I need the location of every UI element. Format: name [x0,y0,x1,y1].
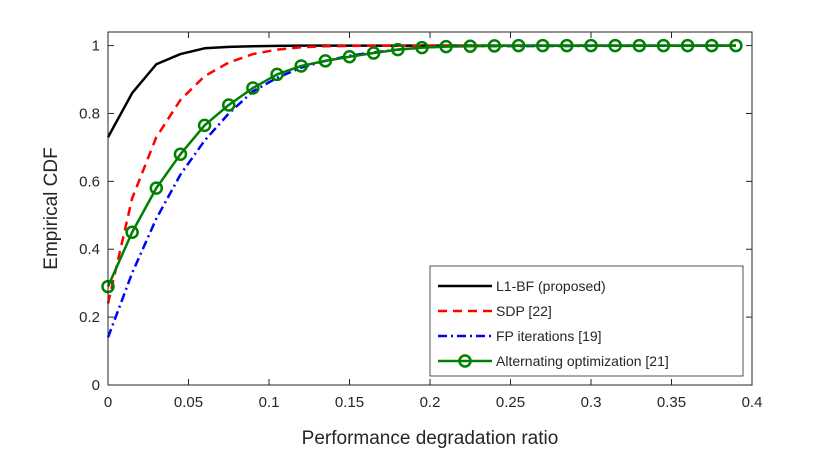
x-tick-label: 0 [104,394,112,411]
data-point-alternating-optimization-21 [560,38,574,53]
legend-label-l1-bf: L1-BF (proposed) [496,278,606,294]
y-tick-label: 0.4 [79,241,100,258]
legend-label-alternating-optimization: Alternating optimization [21] [496,353,669,369]
legend-label-fp-iterations: FP iterations [19] [496,328,602,344]
data-point-alternating-optimization-21 [632,38,647,53]
legend-box [429,265,744,377]
y-tick-label: 0.8 [79,105,100,122]
y-tick-label: 0.2 [79,309,100,326]
legend-entry-fp-iterations: FP iterations [19] [438,328,602,344]
data-point-alternating-optimization-21 [439,39,453,54]
data-point-alternating-optimization-21 [729,38,743,53]
legend-entry-sdp: SDP [22] [438,303,552,319]
data-point-alternating-optimization-21 [487,39,502,53]
data-point-alternating-optimization-21 [584,38,598,53]
data-point-alternating-optimization-21 [197,118,212,133]
data-point-alternating-optimization-21 [463,39,477,54]
data-point-alternating-optimization-21 [222,98,236,112]
x-tick-label: 0.2 [420,394,441,411]
series-line-alternating-optimization-21 [106,44,736,288]
data-point-alternating-optimization-21 [270,67,284,82]
x-tick-label: 0.05 [174,394,203,411]
legend-entry-alternating-optimization: Alternating optimization [21] [438,353,669,369]
data-point-alternating-optimization-21 [656,38,671,53]
data-point-alternating-optimization-21 [294,59,308,73]
data-point-alternating-optimization-21 [246,81,260,95]
x-tick-label: 0.4 [742,394,763,411]
y-axis: 0 0.2 0.4 0.6 0.8 1 [79,38,752,394]
y-tick-label: 1 [92,38,100,55]
legend-marker-alternating-optimization [458,354,472,368]
x-tick-label: 0.3 [581,394,602,411]
x-tick-label: 0.25 [496,394,525,411]
data-point-alternating-optimization-21 [125,225,139,240]
series-line-sdp-22 [106,44,736,304]
y-tick-label: 0 [92,377,100,394]
data-point-alternating-optimization-21 [391,42,405,57]
data-point-alternating-optimization-21 [366,46,381,60]
data-point-alternating-optimization-21 [511,38,526,53]
y-axis-label: Empirical CDF [41,147,62,269]
data-point-alternating-optimization-21 [342,50,357,64]
data-point-alternating-optimization-21 [705,38,719,53]
legend: L1-BF (proposed) SDP [22] FP iterations … [429,265,744,377]
data-point-alternating-optimization-21 [535,38,550,53]
data-point-alternating-optimization-21 [608,38,622,53]
legend-label-sdp: SDP [22] [496,303,552,319]
series-line-fp-iterations-19 [106,44,736,338]
data-point-alternating-optimization-21 [149,181,164,195]
x-axis-label: Performance degradation ratio [302,428,559,449]
y-tick-label: 0.6 [79,173,100,190]
x-tick-label: 0.35 [657,394,686,411]
series-layer [101,38,743,338]
data-point-alternating-optimization-21 [318,54,333,68]
data-point-alternating-optimization-21 [415,40,429,55]
legend-entry-l1-bf: L1-BF (proposed) [438,278,606,294]
x-tick-label: 0.15 [335,394,364,411]
x-axis: 0 0.05 0.1 0.15 0.2 0.25 0.3 0.35 0.4 [104,32,763,411]
data-point-alternating-optimization-21 [173,147,188,161]
x-tick-label: 0.1 [259,394,280,411]
data-point-alternating-optimization-21 [680,38,695,53]
